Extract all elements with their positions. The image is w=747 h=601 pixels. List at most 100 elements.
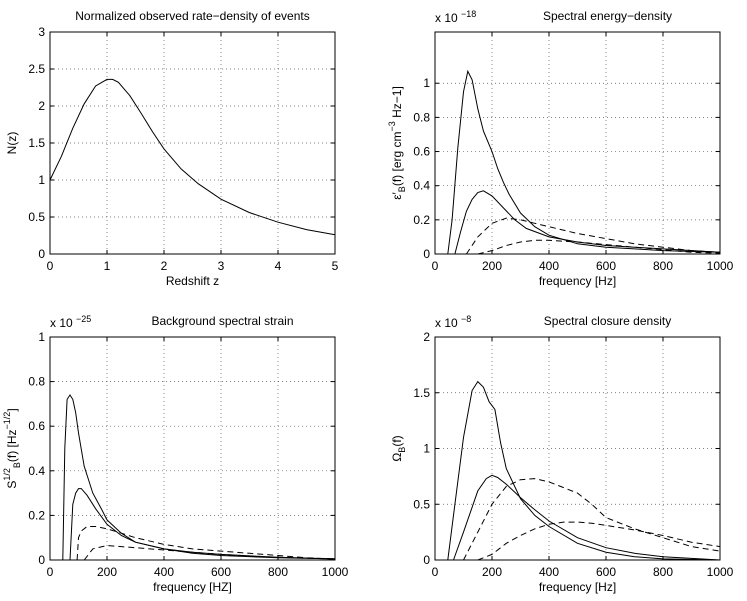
x-tick-label: 4 (275, 259, 282, 273)
series-line-3 (76, 526, 336, 561)
y-tick-label: 0.2 (413, 213, 430, 227)
series-line-1 (62, 394, 336, 561)
x-tick-label: 200 (97, 565, 117, 579)
y-tick-label: 0.8 (413, 110, 430, 124)
series-line-4 (477, 239, 721, 255)
x-tick-label: 400 (154, 565, 174, 579)
plot-frame (49, 31, 336, 255)
axis-exponent: x 10 −25 (50, 314, 91, 330)
y-tick-label: 0 (38, 553, 45, 567)
exponent-power: −8 (461, 314, 471, 324)
y-tick-label: 0 (38, 247, 45, 261)
chart-panel-1: 0 1 2 3 4 5 0 0.5 1 1.5 2 2.5 3 Normalized observed r… (5, 9, 339, 288)
exponent-power: −18 (461, 9, 476, 19)
y-axis-label: S1/2B(f) [Hz−1/2] (2, 408, 22, 488)
y-tick-label: 0.8 (28, 375, 45, 389)
x-tick-label: 400 (539, 565, 559, 579)
y-axis-label: ε′B(f) [erg cm−3 Hz−1] (387, 86, 407, 200)
x-tick-label: 600 (596, 565, 616, 579)
x-tick-label: 0 (47, 565, 54, 579)
chart-panel-4: 0 200 400 600 800 1000 0 0.5 1 1.5 2 Spectral closu… (390, 314, 734, 594)
x-axis-label: frequency [Hz] (539, 580, 616, 594)
plot-frame (434, 336, 721, 561)
y-axis-label: ΩB(f) (390, 435, 407, 461)
plot-frame (49, 336, 336, 561)
y-axis-label: N(z) (5, 132, 19, 155)
y-label-main: Ω (390, 453, 404, 462)
y-tick-label: 2 (38, 99, 45, 113)
x-tick-label: 1 (104, 259, 111, 273)
chart-title: Background spectral strain (151, 314, 293, 328)
x-tick-label: 600 (211, 565, 231, 579)
y-tick-label: 1.5 (28, 136, 45, 150)
y-label-rest: (f) (390, 435, 404, 446)
chart-title: Normalized observed rate−density of even… (75, 9, 309, 23)
y-label-sub: B (397, 186, 407, 192)
x-axis-label: Redshift z (166, 274, 219, 288)
y-tick-label: 1 (423, 76, 430, 90)
series-line-1 (447, 69, 721, 255)
x-tick-label: 200 (482, 259, 502, 273)
y-tick-label: 3 (38, 25, 45, 39)
series-line-2 (453, 474, 721, 561)
y-label-sup: 1/2 (2, 468, 12, 481)
y-label-sup-unit: −1/2 (2, 412, 12, 430)
plot-frame (434, 31, 721, 255)
y-label-rest: (f) [erg cm (390, 131, 404, 186)
y-label-sub: B (12, 462, 22, 468)
y-tick-label: 0.2 (28, 508, 45, 522)
y-tick-label: 0.6 (28, 419, 45, 433)
x-axis-label: frequency [HZ] (153, 580, 232, 594)
x-tick-label: 1000 (322, 565, 349, 579)
exponent-base: x 10 (50, 316, 76, 330)
chart-panel-3: 0 200 400 600 800 1000 0 0.2 0.4 0.6 0.8 1 Backgroun… (2, 314, 349, 594)
y-tick-label: 1 (38, 173, 45, 187)
y-label-main: ε′ (390, 191, 404, 199)
chart-title: Spectral energy−density (543, 9, 672, 23)
exponent-base: x 10 (435, 11, 461, 25)
y-tick-label: 0 (423, 553, 430, 567)
x-tick-label: 800 (653, 565, 673, 579)
exponent-power: −25 (76, 314, 91, 324)
x-tick-label: 0 (47, 259, 54, 273)
y-label-sup-unit: −3 (387, 121, 397, 131)
y-label-main: N(z) (5, 132, 19, 155)
y-tick-label: 2.5 (28, 62, 45, 76)
chart-panel-2: 0 200 400 600 800 1000 0 0.2 0.4 0.6 0.8 1 Spectral … (387, 9, 734, 288)
y-tick-label: 1 (423, 442, 430, 456)
x-tick-label: 1000 (707, 565, 734, 579)
series-line-4 (477, 521, 721, 561)
axis-exponent: x 10 −8 (435, 314, 471, 330)
series-line-4 (83, 544, 336, 561)
x-tick-label: 1000 (707, 259, 734, 273)
x-tick-label: 0 (432, 565, 439, 579)
axis-exponent: x 10 −18 (435, 9, 476, 25)
x-tick-label: 0 (432, 259, 439, 273)
y-label-tail: Hz−1] (390, 86, 404, 121)
y-tick-label: 0.5 (28, 210, 45, 224)
x-tick-label: 5 (332, 259, 339, 273)
series-line-1 (447, 380, 721, 561)
series-line-3 (465, 217, 721, 255)
x-tick-label: 800 (268, 565, 288, 579)
exponent-base: x 10 (435, 316, 461, 330)
y-label-main: S (5, 481, 19, 489)
y-label-rest: (f) [Hz (5, 429, 19, 462)
y-tick-label: 1.5 (413, 386, 430, 400)
x-axis-label: frequency [Hz] (539, 274, 616, 288)
y-tick-label: 0.5 (413, 497, 430, 511)
x-tick-label: 800 (653, 259, 673, 273)
chart-title: Spectral closure density (544, 314, 671, 328)
y-tick-label: 1 (38, 330, 45, 344)
y-tick-label: 2 (423, 330, 430, 344)
y-tick-label: 0.6 (413, 145, 430, 159)
series-line-3 (463, 478, 721, 561)
y-label-sub: B (397, 447, 407, 453)
y-tick-label: 0 (423, 247, 430, 261)
y-tick-label: 0.4 (28, 464, 45, 478)
y-tick-label: 0.4 (413, 179, 430, 193)
x-tick-label: 2 (161, 259, 168, 273)
series-line-1 (49, 78, 336, 236)
x-tick-label: 400 (539, 259, 559, 273)
